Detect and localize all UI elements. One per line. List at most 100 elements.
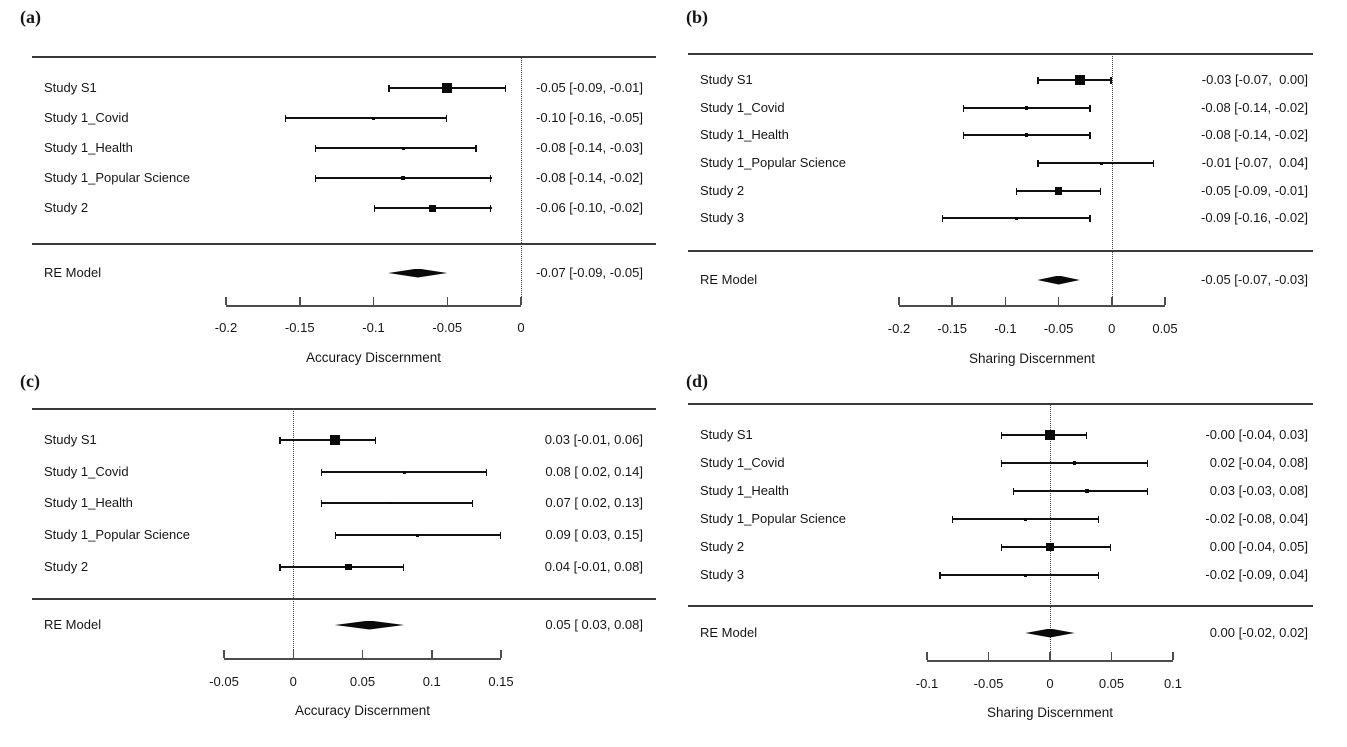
- ci-cap-left: [1037, 159, 1039, 167]
- study-label: Study 1_Health: [700, 127, 789, 142]
- ci-cap-right: [1152, 159, 1155, 167]
- summary-annotation: 0.05 [ 0.03, 0.08]: [545, 617, 643, 632]
- x-axis-tick: [1110, 652, 1113, 660]
- estimate-annotation: -0.08 [-0.14, -0.02]: [536, 170, 643, 185]
- summary-label: RE Model: [44, 617, 102, 632]
- x-axis-tick: [299, 297, 301, 305]
- ci-whisker: [279, 566, 405, 568]
- estimate-annotation: -0.06 [-0.10, -0.02]: [536, 200, 643, 215]
- effect-square: [1024, 106, 1029, 110]
- estimate-annotation: -0.05 [-0.09, -0.01]: [1201, 183, 1308, 198]
- x-axis-title: Sharing Discernment: [986, 705, 1114, 720]
- ci-cap-left: [1000, 459, 1003, 467]
- estimate-annotation: -0.05 [-0.09, -0.01]: [536, 80, 643, 95]
- effect-square: [416, 533, 420, 537]
- x-axis-tick: [1049, 652, 1051, 660]
- ci-cap-right: [1085, 431, 1087, 439]
- ci-cap-left: [941, 214, 943, 222]
- x-tick-label: -0.05: [973, 676, 1004, 691]
- effect-square: [401, 146, 405, 150]
- study-label: Study 1_Popular Science: [44, 527, 190, 542]
- x-axis-tick: [292, 650, 294, 658]
- study-label: Study 2: [700, 539, 745, 554]
- ci-cap-left: [939, 571, 941, 579]
- top-rule: [32, 56, 656, 58]
- x-axis-line: [224, 658, 501, 660]
- estimate-annotation: 0.02 [-0.04, 0.08]: [1209, 455, 1308, 470]
- summary-label: RE Model: [44, 265, 102, 280]
- zero-reference-line: [293, 408, 295, 658]
- study-label: Study 1_Popular Science: [700, 511, 846, 526]
- study-label: Study 1_Health: [700, 483, 789, 498]
- x-tick-label: -0.05: [432, 320, 463, 335]
- ci-cap-left: [1000, 543, 1003, 551]
- separator-rule: [32, 598, 656, 600]
- x-axis-line: [226, 305, 521, 307]
- x-tick-label: 0.05: [1152, 321, 1178, 336]
- x-tick-label: 0: [1046, 676, 1054, 691]
- x-axis-tick: [361, 650, 364, 658]
- separator-rule: [688, 605, 1313, 607]
- estimate-annotation: -0.02 [-0.08, 0.04]: [1205, 511, 1308, 526]
- study-label: Study 1_Health: [44, 140, 133, 155]
- summary-diamond: [334, 620, 405, 630]
- x-tick-label: 0.1: [422, 674, 441, 689]
- x-tick-label: -0.2: [214, 320, 238, 335]
- ci-cap-left: [1016, 187, 1018, 195]
- ci-cap-left: [279, 563, 281, 571]
- study-label: Study 2: [44, 559, 89, 574]
- estimate-annotation: 0.04 [-0.01, 0.08]: [544, 559, 643, 574]
- ci-cap-left: [951, 515, 953, 523]
- x-tick-label: -0.1: [994, 321, 1017, 336]
- ci-cap-right: [1089, 104, 1091, 112]
- summary-annotation: -0.07 [-0.09, -0.05]: [536, 265, 643, 280]
- ci-cap-left: [388, 84, 390, 92]
- ci-whisker: [1037, 79, 1112, 81]
- ci-cap-right: [504, 84, 507, 92]
- estimate-annotation: -0.00 [-0.04, 0.03]: [1205, 427, 1308, 442]
- effect-square: [1099, 161, 1103, 165]
- ci-cap-right: [490, 174, 492, 182]
- ci-cap-right: [499, 531, 501, 539]
- summary-annotation: 0.00 [-0.02, 0.02]: [1209, 625, 1308, 640]
- effect-square: [329, 435, 340, 445]
- x-tick-label: -0.1: [915, 676, 939, 691]
- ci-whisker: [285, 117, 448, 119]
- effect-square: [1085, 489, 1089, 493]
- top-rule: [688, 403, 1313, 405]
- study-label: Study 2: [700, 183, 745, 198]
- effect-square: [372, 116, 375, 120]
- x-axis-tick: [926, 652, 928, 660]
- summary-annotation: -0.05 [-0.07, -0.03]: [1201, 272, 1308, 287]
- ci-cap-left: [1037, 76, 1039, 84]
- ci-cap-left: [279, 436, 281, 444]
- ci-whisker: [1000, 546, 1112, 548]
- study-label: Study S1: [44, 80, 97, 95]
- x-axis-tick: [372, 297, 375, 305]
- study-label: Study 3: [700, 210, 745, 225]
- estimate-annotation: 0.08 [ 0.02, 0.14]: [545, 464, 643, 479]
- x-tick-label: 0.1: [1163, 676, 1183, 691]
- ci-cap-right: [1089, 131, 1091, 139]
- effect-square: [429, 204, 436, 212]
- x-tick-label: -0.15: [937, 321, 967, 336]
- effect-square: [1045, 430, 1055, 440]
- x-tick-label: 0: [1108, 321, 1116, 336]
- ci-cap-left: [314, 174, 316, 182]
- study-label: Study 1_Covid: [700, 455, 785, 470]
- x-axis-tick: [1057, 297, 1060, 305]
- ci-cap-left: [320, 499, 323, 507]
- summary-label: RE Model: [700, 272, 758, 287]
- estimate-annotation: 0.03 [-0.01, 0.06]: [544, 432, 643, 447]
- effect-square: [1023, 517, 1027, 521]
- study-label: Study 3: [700, 567, 745, 582]
- ci-cap-right: [1089, 214, 1091, 222]
- estimate-annotation: 0.00 [-0.04, 0.05]: [1209, 539, 1308, 554]
- study-label: Study 1_Popular Science: [700, 155, 846, 170]
- x-axis-tick: [1172, 652, 1174, 660]
- effect-square: [401, 176, 405, 180]
- study-label: Study 1_Covid: [44, 110, 129, 125]
- zero-reference-line: [1111, 53, 1113, 305]
- effect-square: [1014, 216, 1018, 220]
- ci-cap-right: [1099, 187, 1102, 195]
